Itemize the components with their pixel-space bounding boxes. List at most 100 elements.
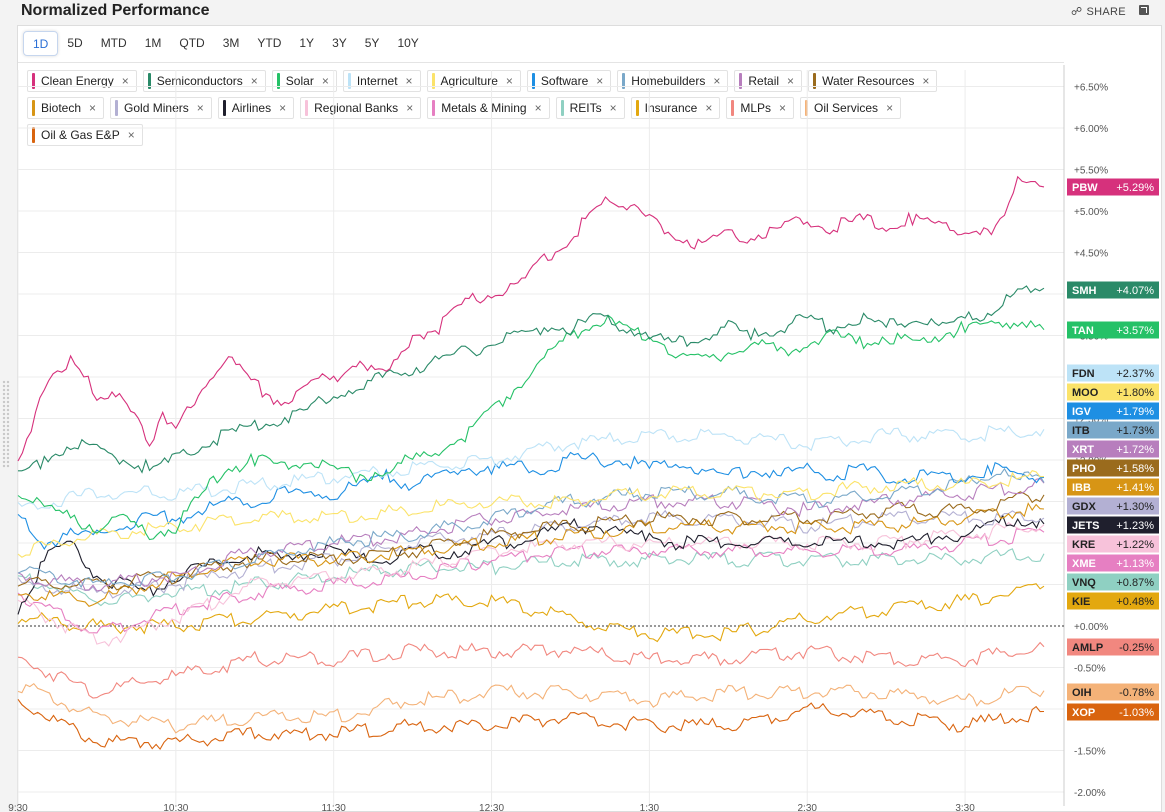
- legend-chip[interactable]: Biotech ×: [27, 97, 105, 119]
- end-label-ticker: PHO: [1072, 463, 1096, 475]
- range-button-qtd[interactable]: QTD: [179, 36, 205, 50]
- remove-series-icon[interactable]: ×: [406, 101, 414, 115]
- range-button-3y[interactable]: 3Y: [332, 36, 347, 50]
- end-label-value: +1.13%: [1116, 558, 1154, 570]
- range-button-1y[interactable]: 1Y: [299, 36, 315, 50]
- legend-label: Gold Miners: [124, 101, 189, 115]
- end-label-ticker: ITB: [1072, 425, 1090, 437]
- end-label-tag: [1067, 535, 1159, 553]
- end-label-value: +0.87%: [1116, 577, 1154, 589]
- x-tick-label: 11:30: [322, 803, 347, 812]
- remove-series-icon[interactable]: ×: [534, 101, 542, 115]
- remove-series-icon[interactable]: ×: [127, 128, 135, 142]
- end-label-ticker: KIE: [1072, 596, 1090, 608]
- remove-series-icon[interactable]: ×: [596, 74, 604, 88]
- legend-swatch: [115, 100, 119, 116]
- legend-swatch: [805, 100, 809, 116]
- remove-series-icon[interactable]: ×: [250, 74, 258, 88]
- x-tick-label: 2:30: [797, 803, 817, 812]
- y-tick-label: +6.00%: [1074, 124, 1108, 135]
- remove-series-icon[interactable]: ×: [321, 74, 329, 88]
- remove-series-icon[interactable]: ×: [609, 101, 617, 115]
- end-label-value: -0.78%: [1119, 687, 1154, 699]
- end-label-ticker: MOO: [1072, 387, 1099, 399]
- remove-series-icon[interactable]: ×: [89, 101, 97, 115]
- series-line-pho: [17, 491, 1045, 591]
- legend-swatch: [431, 73, 435, 89]
- remove-series-icon[interactable]: ×: [787, 74, 795, 88]
- end-label-value: +1.79%: [1116, 406, 1154, 418]
- range-button-5y[interactable]: 5Y: [364, 36, 380, 50]
- range-button-mtd[interactable]: MTD: [100, 36, 127, 50]
- end-label-tag: [1067, 573, 1159, 591]
- legend-chip[interactable]: Airlines ×: [217, 97, 295, 119]
- legend-chip[interactable]: Regional Banks ×: [300, 97, 422, 119]
- share-button[interactable]: ☍ SHARE: [1071, 5, 1126, 19]
- drag-handle[interactable]: [2, 380, 10, 468]
- series-line-tan: [17, 314, 1045, 541]
- legend-chip[interactable]: Gold Miners ×: [110, 97, 212, 119]
- end-label-tag: [1067, 321, 1159, 339]
- external-link-icon[interactable]: [1139, 5, 1149, 15]
- remove-series-icon[interactable]: ×: [196, 101, 204, 115]
- legend-chip[interactable]: Oil Services ×: [800, 97, 902, 119]
- remove-series-icon[interactable]: ×: [713, 74, 721, 88]
- range-button-10y[interactable]: 10Y: [397, 36, 419, 50]
- legend-label: Semiconductors: [156, 74, 243, 88]
- remove-series-icon[interactable]: ×: [405, 74, 413, 88]
- remove-series-icon[interactable]: ×: [886, 101, 894, 115]
- remove-series-icon[interactable]: ×: [922, 74, 930, 88]
- range-button-5d[interactable]: 5D: [67, 36, 83, 50]
- end-label-tag: [1067, 440, 1159, 458]
- end-label-value: +1.73%: [1116, 425, 1154, 437]
- end-label-tag: [1067, 554, 1159, 572]
- series-line-xrt: [17, 477, 1045, 592]
- range-button-1m[interactable]: 1M: [144, 36, 162, 50]
- legend-label: MLPs: [740, 101, 772, 115]
- series-line-oih: [17, 682, 1045, 734]
- legend-swatch: [813, 73, 817, 89]
- x-tick-label: 1:30: [640, 803, 660, 812]
- end-label-tag: [1067, 421, 1159, 439]
- range-button-1d[interactable]: 1D: [23, 31, 59, 56]
- y-tick-label: +6.50%: [1074, 83, 1108, 94]
- legend-swatch: [276, 73, 280, 89]
- legend-swatch: [222, 100, 226, 116]
- end-label-tag: [1067, 402, 1159, 420]
- end-label-tag: [1067, 638, 1159, 656]
- legend-label: REITs: [569, 101, 602, 115]
- end-label-value: +0.48%: [1116, 596, 1154, 608]
- range-button-3m[interactable]: 3M: [222, 36, 240, 50]
- legend-swatch: [305, 100, 309, 116]
- remove-series-icon[interactable]: ×: [279, 101, 287, 115]
- remove-series-icon[interactable]: ×: [705, 101, 713, 115]
- end-label-ticker: OIH: [1072, 687, 1092, 699]
- legend-chip[interactable]: REITs ×: [555, 97, 625, 119]
- legend-chip[interactable]: Insurance ×: [630, 97, 721, 119]
- legend-label: Oil Services: [814, 101, 879, 115]
- end-label-ticker: PBW: [1072, 182, 1098, 194]
- remove-series-icon[interactable]: ×: [779, 101, 787, 115]
- legend-label: Solar: [285, 74, 314, 88]
- end-label-ticker: SMH: [1072, 285, 1097, 297]
- end-label-value: +5.29%: [1116, 182, 1154, 194]
- end-label-ticker: JETS: [1072, 520, 1100, 532]
- remove-series-icon[interactable]: ×: [505, 74, 513, 88]
- legend-label: Oil & Gas E&P: [41, 128, 120, 142]
- legend-swatch: [560, 100, 564, 116]
- remove-series-icon[interactable]: ×: [121, 74, 129, 88]
- legend-chip[interactable]: Metals & Mining ×: [427, 97, 550, 119]
- legend-chip[interactable]: MLPs ×: [726, 97, 795, 119]
- end-label-tag: [1067, 178, 1159, 196]
- x-tick-label: 3:30: [955, 803, 975, 812]
- x-tick-label: 12:30: [479, 803, 504, 812]
- end-label-value: +3.57%: [1116, 325, 1154, 337]
- end-label-ticker: KRE: [1072, 539, 1095, 551]
- legend-label: Metals & Mining: [441, 101, 527, 115]
- end-label-tag: [1067, 364, 1159, 382]
- share-label: SHARE: [1086, 5, 1126, 18]
- range-button-ytd[interactable]: YTD: [257, 36, 282, 50]
- series-line-pbw: [17, 175, 1045, 462]
- legend-chip[interactable]: Oil & Gas E&P ×: [27, 124, 143, 146]
- legend-swatch: [635, 100, 639, 116]
